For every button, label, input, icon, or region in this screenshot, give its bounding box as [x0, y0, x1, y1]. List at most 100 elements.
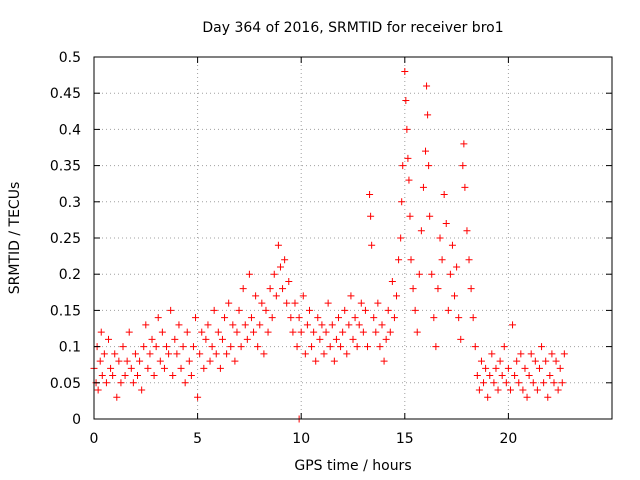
data-point	[380, 357, 388, 365]
data-point	[519, 386, 527, 394]
data-point	[486, 372, 494, 380]
x-tick-labels: 0 5 10 15 20	[90, 431, 518, 447]
data-point	[243, 335, 251, 343]
data-point	[339, 328, 347, 336]
data-point	[422, 147, 430, 155]
data-point	[194, 393, 202, 401]
data-point	[425, 162, 433, 170]
data-point	[316, 335, 324, 343]
y-tick-label: 0.4	[59, 122, 81, 138]
data-point	[538, 343, 546, 351]
data-point	[225, 299, 233, 307]
data-point	[477, 357, 485, 365]
data-point	[266, 285, 274, 293]
data-point	[252, 292, 260, 300]
y-tick-label: 0	[72, 412, 81, 428]
data-point	[533, 386, 541, 394]
data-point	[469, 314, 477, 322]
data-point	[171, 335, 179, 343]
data-point	[136, 357, 144, 365]
data-point	[471, 343, 479, 351]
data-point	[480, 379, 488, 387]
data-point	[378, 321, 386, 329]
data-point	[285, 277, 293, 285]
data-point	[239, 285, 247, 293]
data-point	[451, 292, 459, 300]
y-tick-label: 0.45	[50, 86, 81, 102]
data-point	[504, 364, 512, 372]
data-point	[254, 343, 262, 351]
data-point	[461, 183, 469, 191]
data-point	[459, 162, 467, 170]
x-tick-label: 10	[292, 431, 310, 447]
data-point	[154, 314, 162, 322]
data-point	[272, 292, 280, 300]
data-point	[343, 350, 351, 358]
data-point	[295, 314, 303, 322]
data-point	[198, 328, 206, 336]
data-point	[113, 393, 121, 401]
data-point	[509, 321, 517, 329]
data-point	[540, 379, 548, 387]
data-point	[465, 256, 473, 264]
data-point	[546, 372, 554, 380]
data-point	[515, 379, 523, 387]
data-point	[206, 357, 214, 365]
data-point	[440, 191, 448, 199]
data-point	[308, 343, 316, 351]
data-point	[158, 328, 166, 336]
data-point	[511, 372, 519, 380]
data-point	[100, 350, 108, 358]
data-point	[212, 350, 220, 358]
data-point	[473, 372, 481, 380]
data-point	[374, 299, 382, 307]
data-point	[488, 350, 496, 358]
data-point	[177, 364, 185, 372]
data-point	[169, 372, 177, 380]
data-point	[345, 321, 353, 329]
data-point	[361, 306, 369, 314]
x-axis-label: GPS time / hours	[294, 458, 411, 474]
data-point	[208, 343, 216, 351]
data-point	[411, 306, 419, 314]
data-point	[544, 393, 552, 401]
x-tick-label: 15	[396, 431, 414, 447]
data-point	[405, 176, 413, 184]
data-point	[417, 227, 425, 235]
data-point	[129, 379, 137, 387]
data-point	[554, 386, 562, 394]
data-point	[312, 357, 320, 365]
data-point	[303, 321, 311, 329]
data-point	[233, 328, 241, 336]
data-point	[434, 285, 442, 293]
data-point	[260, 350, 268, 358]
data-point	[227, 343, 235, 351]
data-point	[500, 343, 508, 351]
data-point	[349, 335, 357, 343]
data-point	[125, 328, 133, 336]
data-point	[268, 314, 276, 322]
data-point	[393, 292, 401, 300]
data-point	[109, 372, 117, 380]
data-point	[152, 343, 160, 351]
y-tick-label: 0.1	[59, 340, 81, 356]
data-point	[359, 328, 367, 336]
data-point	[438, 256, 446, 264]
data-point	[283, 299, 291, 307]
data-point	[506, 386, 514, 394]
y-tick-label: 0.35	[50, 159, 81, 175]
data-point	[256, 321, 264, 329]
data-point	[189, 343, 197, 351]
data-point	[399, 162, 407, 170]
data-point	[274, 241, 282, 249]
data-point	[542, 357, 550, 365]
data-point	[367, 212, 375, 220]
data-point	[218, 335, 226, 343]
axis-ticks	[93, 56, 612, 420]
data-point	[314, 314, 322, 322]
y-tick-label: 0.05	[50, 376, 81, 392]
data-point	[258, 299, 266, 307]
x-tick-label: 20	[499, 431, 517, 447]
data-point	[560, 350, 568, 358]
data-point	[502, 379, 510, 387]
